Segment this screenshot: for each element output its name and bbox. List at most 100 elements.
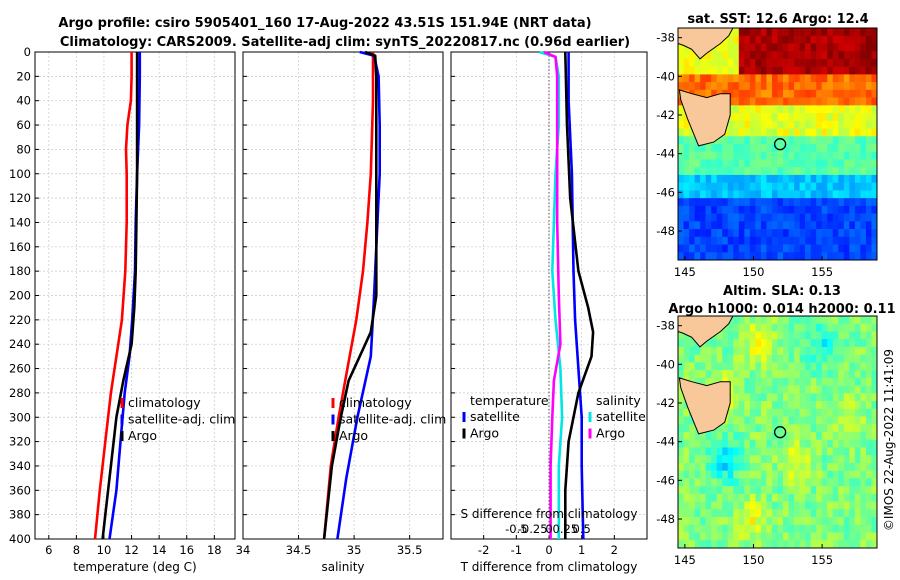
map-cell (777, 462, 784, 471)
map-cell (678, 105, 684, 114)
map-cell (788, 455, 795, 464)
map-cell (777, 416, 784, 425)
map-cell (794, 354, 800, 363)
map-cell (860, 198, 867, 207)
map-cell (766, 159, 773, 168)
x-tick-label: 34 (236, 543, 251, 557)
map-cell (689, 455, 695, 464)
map-cell (788, 493, 795, 502)
map-cell (749, 416, 756, 425)
map-cell (749, 346, 756, 355)
map-cell (832, 213, 839, 222)
map-cell (810, 331, 817, 340)
map-cell (865, 244, 872, 253)
map-cell (860, 190, 867, 199)
map-cell (678, 486, 684, 495)
map-cell (738, 236, 745, 245)
map-cell (711, 74, 717, 83)
map-cell (799, 517, 806, 526)
map-cell (727, 447, 734, 456)
map-cell (865, 354, 872, 363)
map-cell (722, 159, 729, 168)
map-cell (678, 462, 684, 471)
legend-entry: climatology (128, 395, 201, 410)
map-cell (700, 478, 706, 487)
map-cell (694, 486, 701, 495)
map-cell (832, 58, 839, 67)
map-cell (771, 120, 778, 129)
map-cell (816, 447, 823, 456)
map-cell (705, 346, 712, 355)
map-cell (777, 28, 784, 37)
map-cell (733, 105, 740, 114)
map-cell (711, 221, 717, 230)
map-cell (744, 244, 751, 253)
map-cell (749, 113, 756, 122)
map-cell (760, 43, 767, 52)
map-cell (716, 532, 723, 541)
map-cell (766, 346, 773, 355)
map-cell (733, 190, 740, 199)
map-cell (716, 51, 723, 60)
map-cell (694, 517, 701, 526)
map-cell (738, 455, 745, 464)
map-y-tick-label: -46 (656, 473, 675, 487)
map-cell (860, 524, 867, 533)
map-cell (727, 167, 734, 176)
map-cell (805, 66, 811, 75)
map-cell (744, 532, 751, 541)
map-cell (678, 408, 684, 417)
map-cell (716, 43, 723, 52)
map-cell (777, 486, 784, 495)
x-tick-label: -2 (478, 543, 489, 557)
map-cell (749, 236, 756, 245)
map-cell (760, 462, 767, 471)
map-cell (821, 455, 828, 464)
map-cell (749, 532, 756, 541)
map-cell (843, 540, 850, 549)
map-cell (816, 74, 823, 83)
map-cell (860, 362, 867, 371)
map-cell (771, 236, 778, 245)
map-cell (810, 377, 817, 386)
map-cell (700, 229, 706, 238)
y-tick-label: 60 (16, 118, 31, 132)
map-cell (683, 339, 690, 348)
map-cell (838, 370, 845, 379)
map-cell (832, 532, 839, 541)
map-cell (805, 205, 811, 214)
map-cell (805, 447, 811, 456)
y-tick-label: 100 (9, 167, 31, 181)
map-cell (727, 478, 734, 487)
map-cell (716, 136, 723, 145)
map-cell (838, 346, 845, 355)
map-cell (755, 524, 762, 533)
map-cell (805, 486, 811, 495)
map-cell (760, 370, 767, 379)
map-cell (821, 346, 828, 355)
map-cell (783, 113, 789, 122)
map-cell (871, 66, 878, 75)
map-cell (771, 524, 778, 533)
map-cell (794, 120, 800, 129)
map-cell (678, 478, 684, 487)
map-cell (722, 509, 729, 518)
map-cell (799, 439, 806, 448)
map-cell (744, 393, 751, 402)
map-cell (738, 89, 745, 98)
map-cell (783, 486, 789, 495)
map-cell (755, 229, 762, 238)
map-cell (700, 82, 706, 91)
map-cell (827, 493, 834, 502)
map-cell (865, 540, 872, 549)
map-cell (694, 82, 701, 91)
map-cell (744, 221, 751, 230)
map-cell (694, 205, 701, 214)
map-cell (722, 424, 729, 433)
map-cell (805, 174, 811, 183)
map-cell (771, 82, 778, 91)
map-cell (832, 455, 839, 464)
map-cell (843, 323, 850, 332)
map-cell (821, 401, 828, 410)
map-cell (849, 439, 856, 448)
